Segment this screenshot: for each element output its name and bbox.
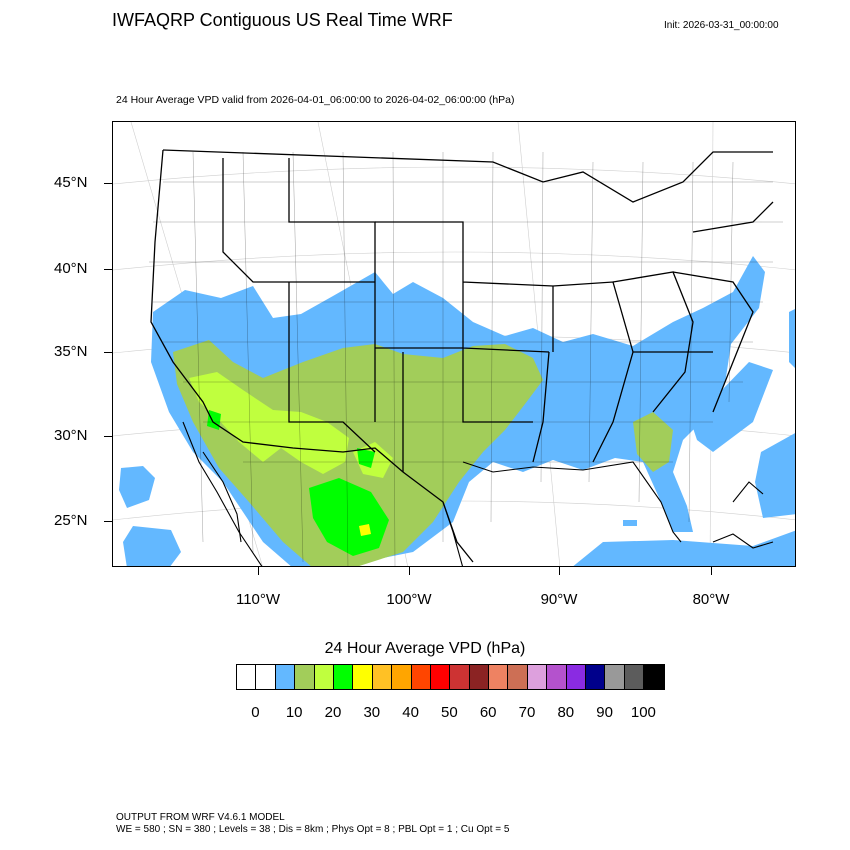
lon-tick (258, 567, 259, 575)
vpd-green-mexico (309, 478, 389, 556)
colorbar-swatch (547, 665, 567, 689)
lon-tick (559, 567, 560, 575)
vpd-lightgreen-field (189, 372, 349, 474)
colorbar-swatch (295, 665, 315, 689)
lat-tick (104, 183, 112, 184)
vpd-map (112, 121, 796, 567)
main-title: IWFAQRP Contiguous US Real Time WRF (112, 10, 453, 30)
colorbar-label: 40 (402, 704, 419, 721)
colorbar-swatch (314, 665, 334, 689)
coastlines (182, 421, 774, 566)
lon-label-100w: 100°W (386, 591, 432, 608)
colorbar-label: 10 (285, 704, 303, 721)
vpd-yellow-spot (359, 524, 371, 536)
colorbar-label: 0 (251, 704, 260, 721)
colorbar-swatch (605, 665, 625, 689)
colorbar-swatch (256, 665, 276, 689)
colorbar-label: 30 (363, 704, 381, 721)
colorbar-swatch (275, 665, 296, 689)
colorbar-swatch (237, 665, 257, 689)
colorbar-label: 60 (479, 704, 497, 721)
colorbar-swatch (430, 665, 451, 689)
vpd-green-texas (357, 448, 375, 468)
lat-label-35n: 35°N (54, 343, 88, 360)
lat-label-25n: 25°N (54, 512, 88, 529)
colorbar-title: 24 Hour Average VPD (hPa) (324, 640, 526, 657)
vpd-ocean-fields (119, 309, 795, 566)
colorbar-label: 90 (596, 704, 613, 721)
colorbar-swatch (372, 665, 393, 689)
lon-label-80w: 80°W (692, 591, 730, 608)
colorbar-swatch (527, 665, 548, 689)
lat-label-40n: 40°N (54, 260, 88, 277)
colorbar-swatch (644, 665, 664, 689)
colorbar-swatch (508, 665, 528, 689)
colorbar-swatch (586, 665, 606, 689)
colorbar-swatch (353, 665, 373, 689)
vpd-land-fields (151, 256, 765, 566)
lat-tick (104, 521, 112, 522)
init-time-label: Init: 2026-03-31_00:00:00 (664, 20, 779, 31)
colorbar-label: 50 (441, 704, 458, 721)
lat-tick (104, 436, 112, 437)
colorbar-label: 70 (518, 704, 536, 721)
lat-label-30n: 30°N (54, 427, 88, 444)
footer-model-line: OUTPUT FROM WRF V4.6.1 MODEL (116, 812, 285, 823)
lat-tick (104, 269, 112, 270)
colorbar-swatch (566, 665, 587, 689)
state-boundaries (150, 149, 774, 563)
colorbar-swatch (333, 665, 354, 689)
colorbar-swatch (411, 665, 431, 689)
lon-label-90w: 90°W (540, 591, 578, 608)
lat-tick (104, 352, 112, 353)
colorbar-swatch (624, 665, 645, 689)
colorbar (236, 664, 665, 690)
colorbar-label: 20 (324, 704, 342, 721)
footer-config-line: WE = 580 ; SN = 380 ; Levels = 38 ; Dis … (116, 824, 510, 835)
lat-label-45n: 45°N (54, 174, 88, 191)
colorbar-label: 80 (557, 704, 575, 721)
colorbar-swatch (469, 665, 490, 689)
lon-tick (409, 567, 410, 575)
lon-tick (711, 567, 712, 575)
vpd-map-canvas (113, 122, 795, 566)
colorbar-swatch (450, 665, 470, 689)
lon-label-110w: 110°W (235, 591, 281, 608)
colorbar-swatch (489, 665, 509, 689)
vpd-olive-southeast (633, 412, 673, 472)
colorbar-label: 100 (630, 704, 656, 721)
plot-subtitle: 24 Hour Average VPD valid from 2026-04-0… (116, 94, 515, 106)
colorbar-swatch (392, 665, 412, 689)
